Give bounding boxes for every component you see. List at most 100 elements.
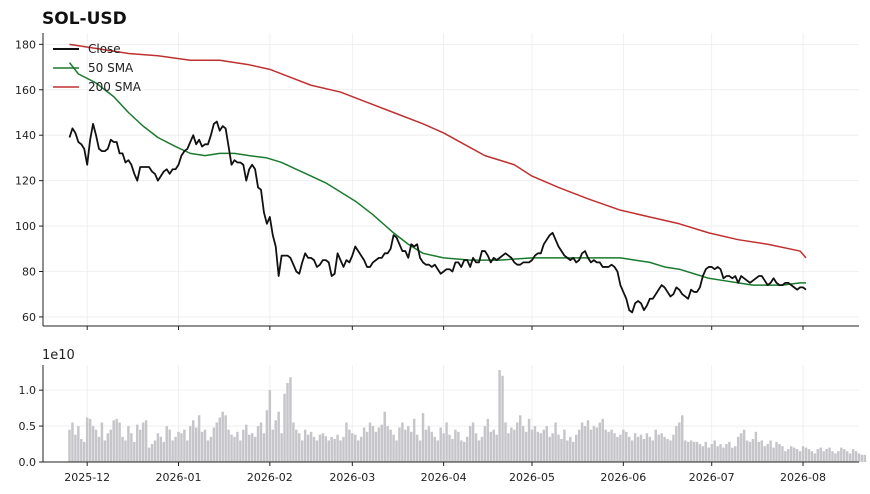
- volume-bar: [636, 436, 640, 462]
- xtick-label: 2026-03: [329, 471, 375, 484]
- volume-bar: [177, 431, 180, 462]
- volume-bar: [813, 453, 817, 462]
- volume-bar: [669, 440, 672, 462]
- volume-bar: [483, 426, 487, 462]
- volume-bar: [380, 424, 384, 462]
- xtick-label: 2026-02: [247, 471, 293, 484]
- price-ytick-label: 80: [22, 265, 36, 278]
- price-ytick-label: 100: [15, 220, 36, 233]
- volume-bar: [277, 411, 280, 462]
- volume-bar: [695, 441, 699, 462]
- volume-bar: [427, 426, 431, 462]
- xtick-label: 2026-06: [600, 471, 646, 484]
- volume-bar: [374, 431, 378, 462]
- volume-bar: [339, 440, 342, 462]
- xtick-label: 2026-01: [156, 471, 202, 484]
- price-ytick-label: 120: [15, 175, 36, 188]
- volume-bar: [577, 429, 581, 462]
- volume-bar: [798, 451, 802, 462]
- series-line-50-sma: [68, 62, 806, 286]
- volume-bar: [619, 434, 622, 462]
- volume-bar: [460, 440, 463, 462]
- volume-bar: [362, 427, 366, 462]
- volume-bar: [80, 439, 83, 462]
- price-y-ticks: 60 80 100 120 140 160 180: [15, 38, 43, 324]
- volume-bar: [250, 433, 254, 462]
- volume-bar: [507, 433, 510, 462]
- volume-bar: [127, 426, 130, 462]
- volume-bar: [115, 418, 118, 462]
- volume-bar: [722, 447, 725, 462]
- volume-bar: [365, 431, 369, 462]
- volume-bar: [616, 436, 619, 462]
- volume-bar: [586, 420, 590, 462]
- volume-bar: [751, 439, 755, 462]
- volume-bar: [141, 422, 145, 462]
- volume-bar: [651, 440, 655, 462]
- volume-bar: [686, 441, 690, 462]
- volume-bar: [630, 440, 634, 462]
- volume-bar: [572, 441, 575, 462]
- volume-bar: [280, 433, 283, 462]
- volume-bar: [716, 446, 719, 462]
- volume-bar: [843, 449, 846, 462]
- volume-bar: [489, 431, 493, 462]
- volume-bar: [159, 436, 163, 462]
- volume-bar: [136, 424, 139, 462]
- volume-bar: [395, 440, 398, 462]
- volume-bar: [265, 410, 269, 462]
- volume-bar: [271, 429, 275, 462]
- volume-bar: [583, 426, 587, 462]
- volume-bar: [745, 440, 749, 462]
- volume-bar: [407, 426, 410, 462]
- volume-bar: [675, 426, 678, 462]
- volume-bar: [819, 447, 822, 462]
- volume-bar: [592, 426, 596, 462]
- volume-ytick-label: 0.5: [19, 420, 37, 433]
- legend-label: 200 SMA: [88, 80, 142, 94]
- volume-bar: [574, 434, 578, 462]
- volume-bar: [560, 439, 563, 462]
- volume-bar: [351, 433, 354, 462]
- volume-bar: [262, 433, 266, 462]
- volume-bar: [203, 429, 207, 462]
- volume-bar: [521, 426, 525, 462]
- volume-bar: [840, 447, 843, 462]
- volume-bar: [371, 426, 375, 462]
- volume-bar: [604, 429, 607, 462]
- volume-bar: [439, 427, 442, 462]
- volume-bar: [442, 433, 445, 462]
- volume-bar: [309, 431, 313, 462]
- volume-bar: [300, 440, 304, 462]
- volume-bar: [657, 434, 660, 462]
- volume-bar: [748, 441, 752, 462]
- volume-bar: [306, 434, 310, 462]
- volume-bars: [68, 370, 867, 462]
- volume-bar: [807, 449, 811, 462]
- volume-bar: [474, 433, 478, 462]
- volume-bar: [94, 429, 98, 462]
- volume-bar: [436, 440, 439, 462]
- volume-bar: [848, 453, 852, 462]
- volume-bar: [274, 420, 277, 462]
- volume-bar: [610, 429, 613, 462]
- xtick-label: 2026-07: [689, 471, 735, 484]
- volume-bar: [85, 417, 89, 462]
- volume-bar: [156, 433, 160, 462]
- volume-bar: [121, 436, 124, 462]
- volume-x-ticks: 2025-12 2026-01 2026-02 2026-03 2026-04 2026-…: [64, 462, 826, 484]
- volume-bar: [787, 449, 790, 462]
- volume-bar: [492, 429, 495, 462]
- volume-bar: [224, 415, 227, 462]
- volume-bar: [165, 426, 168, 462]
- volume-bar: [513, 429, 516, 462]
- xtick-label: 2025-12: [64, 471, 110, 484]
- volume-bar: [495, 434, 498, 462]
- volume-bar: [672, 434, 675, 462]
- volume-bar: [409, 431, 413, 462]
- price-series-lines: [68, 43, 807, 314]
- volume-bar: [633, 433, 637, 462]
- volume-ytick-label: 0.0: [19, 456, 37, 469]
- volume-bar: [627, 436, 631, 462]
